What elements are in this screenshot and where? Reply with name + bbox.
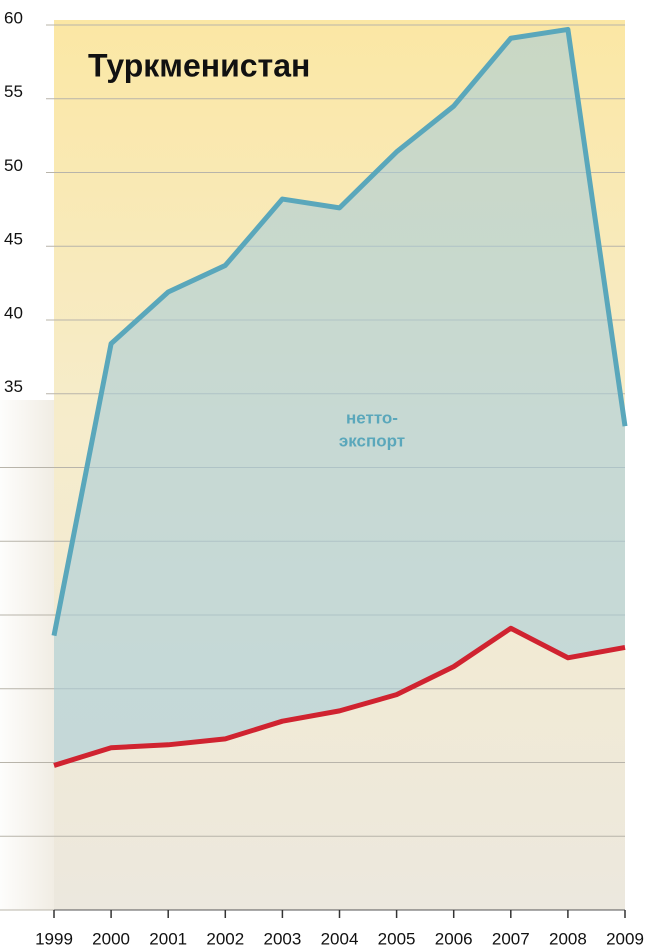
line: [51, 26, 628, 637]
layer: 35 40 45 50 55 60 1999 2000 2001 2002 2003 2004 2005…: [0, 8, 644, 948]
y-tick-label: 50: [4, 156, 23, 175]
x-tick-label: 2006: [435, 929, 473, 948]
side-fade: [0, 400, 54, 910]
x-tick-label: 2002: [206, 929, 244, 948]
x-tick-label: 2004: [321, 929, 359, 948]
x-tick-label: 2000: [92, 929, 130, 948]
line: [53, 625, 626, 768]
x-tick-label: 2008: [549, 929, 587, 948]
annotation: нетто-: [346, 408, 398, 427]
x-tick-label: 2001: [149, 929, 187, 948]
chart-title: Туркменистан: [88, 47, 310, 83]
y-tick-label: 60: [4, 8, 23, 27]
x-tick-label: 2007: [492, 929, 530, 948]
y-tick-label: 55: [4, 82, 23, 101]
x-tick-label: 1999: [35, 929, 73, 948]
x-tick-label: 2003: [263, 929, 301, 948]
annotation: экспорт: [339, 431, 405, 450]
y-tick-label: 45: [4, 230, 23, 249]
x-tick-label: 2005: [378, 929, 416, 948]
y-tick-label: 40: [4, 303, 23, 322]
x-tick-label: 2009: [606, 929, 644, 948]
area: [54, 29, 625, 766]
y-tick-label: 35: [4, 377, 23, 396]
